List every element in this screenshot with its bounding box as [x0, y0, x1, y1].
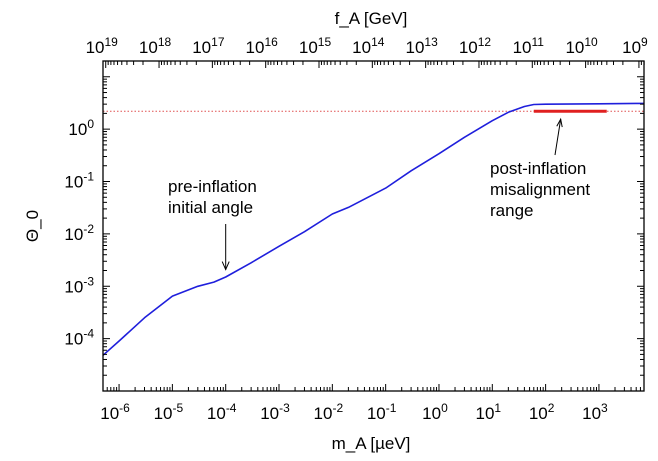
x-axis-label: m_A [µeV]: [332, 434, 411, 453]
top-tick-label: 1019: [86, 35, 119, 57]
x-tick-label: 10-6: [100, 401, 130, 423]
y-tick-label: 10-2: [64, 222, 94, 244]
series-layer: [102, 102, 645, 356]
x-tick-label: 102: [529, 401, 555, 423]
x-tick-label: 100: [422, 401, 448, 423]
x-tick-label: 10-2: [314, 401, 344, 423]
arrow-head-post-inflation: [556, 117, 563, 128]
top-tick-label: 1016: [246, 35, 279, 57]
tick-label-layer: 10-6 10-5 10-4 10-3 10-2 10-1 100 101 102 103 10-4…: [64, 35, 648, 423]
top-tick-label: 1011: [513, 35, 545, 57]
top-tick-label: 1010: [565, 35, 598, 57]
y-tick-label: 100: [68, 117, 94, 139]
arrow-head-pre-inflation: [221, 261, 230, 271]
top-tick-label: 1015: [299, 35, 332, 57]
top-tick-label: 1012: [459, 35, 492, 57]
x-tick-label: 10-5: [154, 401, 184, 423]
annotation-pre-inflation: pre-inflation initial angle: [168, 177, 257, 217]
x-tick-label: 10-4: [207, 401, 237, 423]
y-axis-label: Θ_0: [23, 210, 42, 242]
x-tick-label: 10-1: [367, 401, 397, 423]
x-tick-label: 10-3: [260, 401, 290, 423]
tick-layer: [102, 60, 645, 392]
series-line-0: [102, 102, 645, 356]
y-tick-label: 10-3: [64, 274, 94, 296]
annotation-layer: pre-inflation initial angle post-inflation…: [168, 117, 590, 271]
x-tick-label: 101: [475, 401, 501, 423]
top-tick-label: 1018: [139, 35, 172, 57]
y-tick-label: 10-1: [64, 170, 94, 192]
annotation-post-inflation: post-inflation misalignment range: [490, 159, 590, 220]
top-tick-label: 1014: [352, 35, 385, 57]
y-tick-label: 10-4: [64, 327, 94, 349]
top-tick-label: 1013: [406, 35, 439, 57]
x-tick-label: 103: [582, 401, 608, 423]
top-x-axis-label: f_A [GeV]: [335, 9, 408, 28]
top-tick-label: 1017: [192, 35, 225, 57]
top-tick-label: 109: [622, 35, 648, 57]
arrow-post-inflation: [554, 119, 562, 156]
